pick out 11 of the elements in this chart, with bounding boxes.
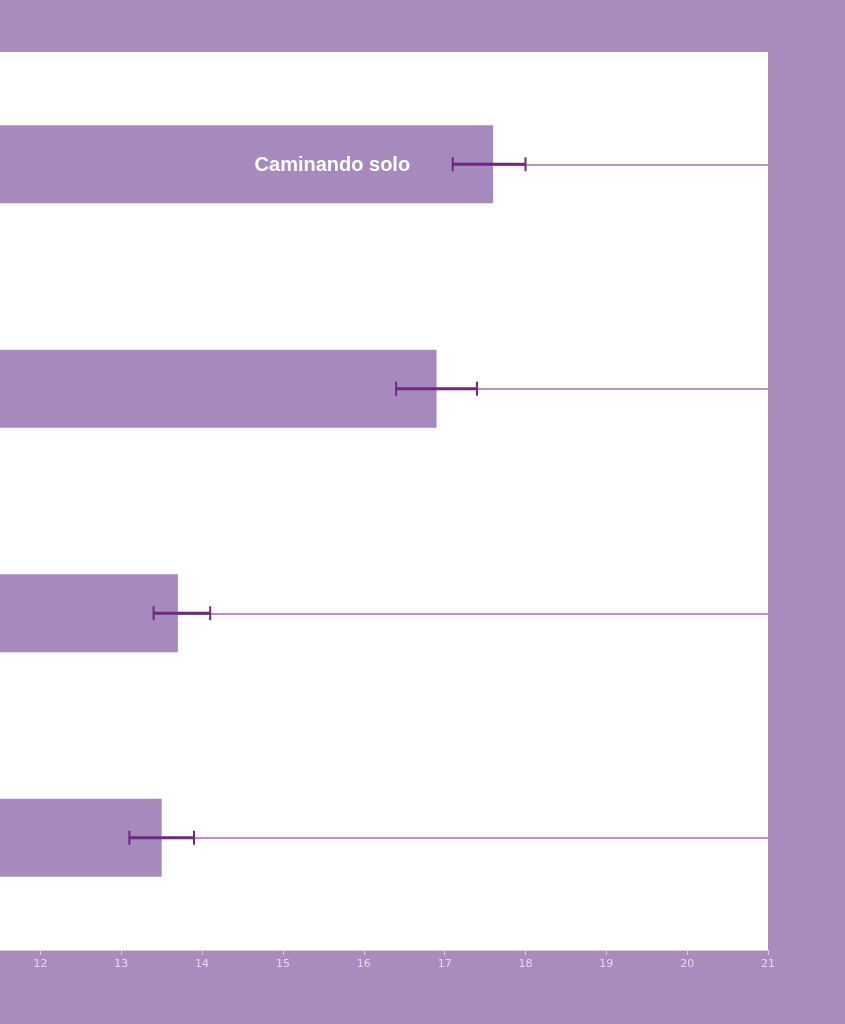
x-tick-label: 13 — [114, 957, 129, 970]
x-tick-label: 19 — [599, 957, 614, 970]
x-tick-label: 18 — [518, 957, 533, 970]
annotation: Caminando solo — [254, 153, 411, 176]
x-tick-label: 16 — [356, 957, 371, 970]
x-tick-label: 17 — [437, 957, 452, 970]
x-tick-label: 20 — [680, 957, 695, 970]
x-tick-label: 15 — [275, 957, 290, 970]
x-tick-label: 21 — [761, 957, 775, 970]
x-tick-label: 14 — [195, 957, 210, 970]
x-tick-label: 12 — [33, 957, 48, 970]
